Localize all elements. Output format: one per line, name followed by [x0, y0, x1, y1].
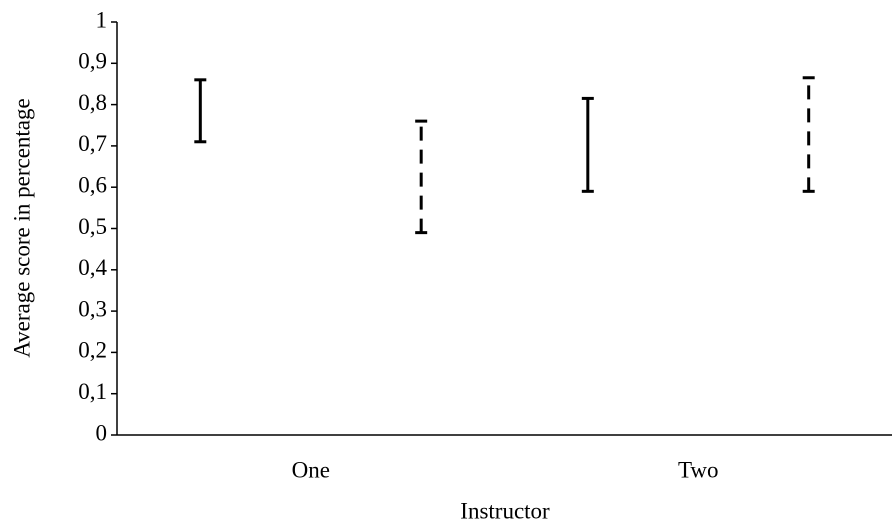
y-tick-label: 0,1: [78, 379, 107, 404]
y-tick-label: 0,4: [78, 255, 107, 280]
y-tick-label: 0: [96, 420, 108, 445]
y-tick-label: 1: [96, 7, 108, 32]
y-tick-label: 0,5: [78, 214, 107, 239]
y-tick-label: 0,6: [78, 172, 107, 197]
x-axis-label: Instructor: [460, 498, 550, 523]
y-tick-label: 0,3: [78, 296, 107, 321]
y-axis-label: Average score in percentage: [9, 98, 34, 357]
x-tick-label: One: [292, 457, 330, 482]
x-tick-label: Two: [678, 457, 719, 482]
y-tick-label: 0,2: [78, 338, 107, 363]
y-tick-label: 0,9: [78, 49, 107, 74]
y-tick-label: 0,8: [78, 90, 107, 115]
y-tick-label: 0,7: [78, 131, 107, 156]
